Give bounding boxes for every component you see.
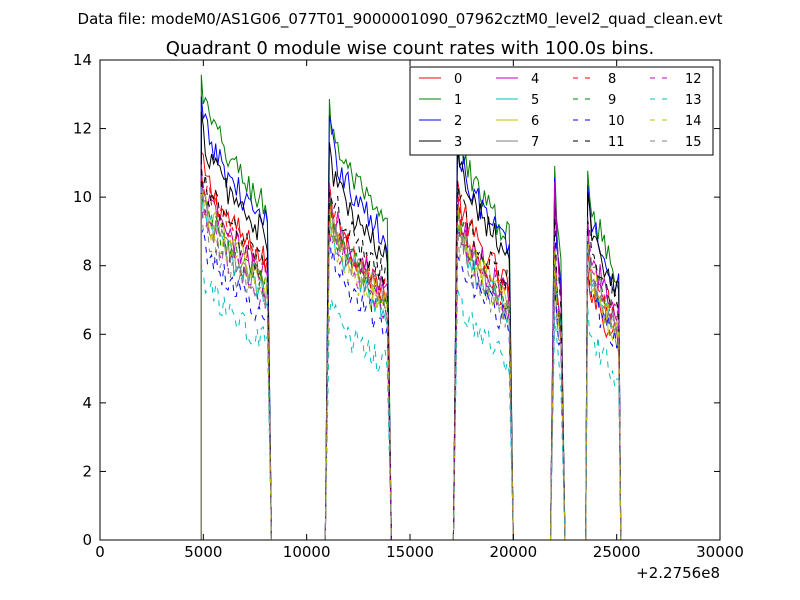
legend-label-11: 11 [608, 135, 625, 150]
y-tick-label: 8 [82, 257, 92, 275]
x-tick-label: 20000 [489, 543, 537, 561]
x-tick-label: 5000 [184, 543, 222, 561]
legend-label-13: 13 [685, 93, 702, 108]
series-layer [110, 74, 623, 541]
legend-label-8: 8 [608, 72, 616, 87]
legend-label-15: 15 [685, 135, 702, 150]
y-tick-label: 12 [73, 120, 92, 138]
x-tick-label: 0 [95, 543, 105, 561]
legend-label-1: 1 [454, 93, 462, 108]
y-tick-label: 14 [73, 51, 92, 69]
x-tick-label: 15000 [386, 543, 434, 561]
legend-label-14: 14 [685, 114, 702, 129]
legend-label-4: 4 [531, 72, 539, 87]
y-tick-label: 2 [82, 462, 92, 480]
series-line-13 [110, 268, 623, 541]
legend-label-2: 2 [454, 114, 462, 129]
legend-label-5: 5 [531, 93, 539, 108]
x-tick-label: 30000 [696, 543, 744, 561]
y-tick-label: 0 [82, 531, 92, 549]
legend-box [409, 66, 714, 156]
series-line-15 [110, 205, 623, 541]
series-line-11 [110, 166, 623, 541]
series-line-12 [110, 205, 623, 541]
x-tick-label: 10000 [283, 543, 331, 561]
y-tick-label: 6 [82, 325, 92, 343]
x-axis: 0 5000 10000 15000 20000 25000 30000 [95, 60, 744, 561]
y-tick-label: 10 [73, 188, 92, 206]
chart-title: Quadrant 0 module wise count rates with … [166, 38, 655, 59]
data-file-caption: Data file: modeM0/AS1G06_077T01_90000010… [78, 10, 723, 29]
x-tick-label: 25000 [593, 543, 641, 561]
y-tick-label: 4 [82, 394, 92, 412]
legend-label-6: 6 [531, 114, 539, 129]
legend-label-12: 12 [685, 72, 702, 87]
legend-label-9: 9 [608, 93, 616, 108]
legend-label-7: 7 [531, 135, 539, 150]
legend-label-10: 10 [608, 114, 625, 129]
legend-label-3: 3 [454, 135, 462, 150]
x-offset-label: +2.2756e8 [636, 564, 720, 582]
legend-label-0: 0 [454, 72, 462, 87]
